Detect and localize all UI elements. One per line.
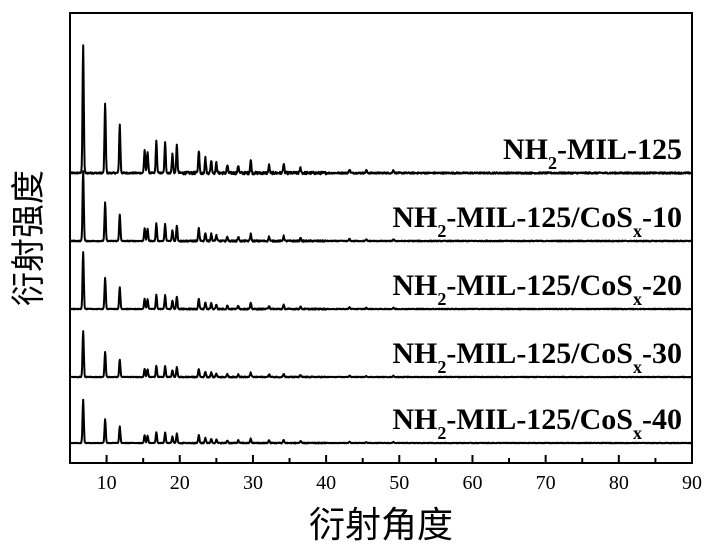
series-label-3: NH2-MIL-125/CoSx-20	[392, 269, 682, 309]
series-label-layer: NH2-MIL-125 NH2-MIL-125/CoSx-10 NH2-MIL-12…	[392, 133, 682, 443]
series-label-5: NH2-MIL-125/CoSx-40	[392, 403, 682, 443]
x-tick-label: 30	[243, 472, 263, 494]
x-tick-label: 10	[97, 472, 117, 494]
x-tick-label: 60	[462, 472, 482, 494]
x-axis-ticks: 10 20 30 40 50 60 70 80 90	[70, 455, 702, 494]
x-axis-label: 衍射角度	[309, 505, 453, 546]
x-tick-label: 80	[609, 472, 629, 494]
series-label-2: NH2-MIL-125/CoSx-10	[392, 201, 682, 241]
x-tick-label: 50	[389, 472, 409, 494]
x-tick-label: 90	[682, 472, 702, 494]
y-axis-label: 衍射强度	[9, 170, 49, 306]
series-label-4: NH2-MIL-125/CoSx-30	[392, 337, 682, 377]
x-tick-label: 20	[170, 472, 190, 494]
series-layer	[70, 45, 692, 443]
series-label-1: NH2-MIL-125	[503, 133, 682, 173]
x-tick-label: 40	[316, 472, 336, 494]
x-tick-label: 70	[536, 472, 556, 494]
